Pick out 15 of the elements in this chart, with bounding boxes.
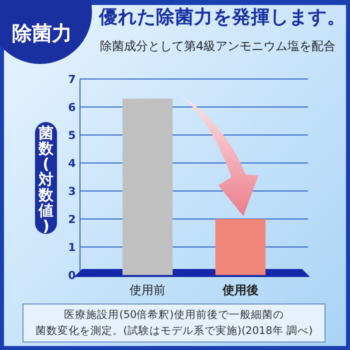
text: 医療施設用(50倍希釈)使用前後で一般細菌の菌数変化を測定。(試験はモデル系で実施)(2018年 調べ)	[35, 308, 313, 337]
y-tick-label: 2	[68, 212, 76, 226]
chart-subtitle: 優れた除菌力を発揮します。	[98, 6, 346, 28]
y-tick-label: 4	[68, 156, 76, 170]
y-tick-label: 3	[68, 184, 76, 198]
y-tick-label: 5	[68, 128, 76, 142]
chart-title: 除菌力	[12, 21, 72, 45]
y-tick-label: 0	[68, 268, 76, 282]
x-tick-label: 使用前	[130, 283, 166, 297]
text: 除菌成分として第4級アンモニウム塩を配合	[100, 39, 336, 53]
y-tick-label: 6	[68, 100, 76, 114]
y-tick-label: 7	[68, 72, 76, 86]
y-tick-label: 1	[68, 240, 76, 254]
x-tick-label: 使用後	[221, 283, 258, 297]
y-axis-title: 菌数(対数値)	[38, 124, 54, 235]
